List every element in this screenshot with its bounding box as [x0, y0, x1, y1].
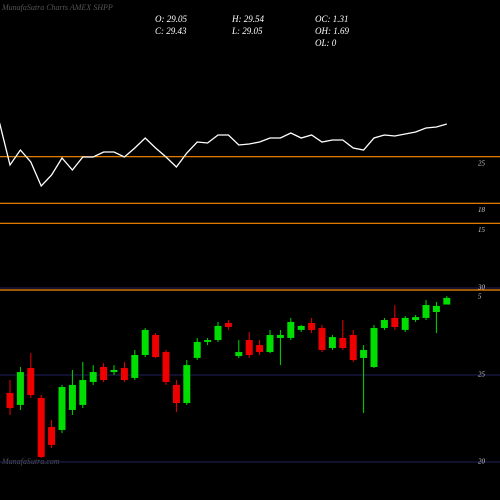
y-tick-label: 20 [478, 458, 486, 466]
candle-body [48, 427, 56, 445]
y-tick-label: 18 [478, 206, 486, 214]
candle-body [27, 368, 35, 396]
y-tick-label: 25 [478, 159, 486, 167]
candle-body [360, 349, 368, 358]
candle-body [79, 380, 87, 405]
candle-body [328, 337, 336, 349]
candle-body [224, 322, 232, 327]
candle-body [349, 334, 357, 361]
candle-body [432, 305, 440, 313]
candle-body [162, 352, 170, 382]
watermark: MunafaSutra.com [1, 457, 60, 466]
candle-body [235, 352, 243, 357]
candle-body [152, 334, 160, 358]
candle-body [214, 325, 222, 341]
candle-body [100, 366, 108, 381]
candle-body [245, 340, 253, 355]
candle-body [297, 325, 305, 330]
stat: OL: 0 [315, 38, 337, 48]
stat: OH: 1.69 [315, 26, 349, 36]
candle-body [37, 397, 45, 457]
candle-body [172, 384, 180, 404]
stat: OC: 1.31 [315, 14, 349, 24]
candle-body [318, 328, 326, 350]
candle-body [89, 372, 97, 382]
stat: L: 29.05 [231, 26, 263, 36]
candle-body [401, 317, 409, 330]
candle-body [16, 372, 24, 405]
candle-body [443, 297, 451, 305]
chart-title: MunafaSutra Charts AMEX SHPP [1, 3, 113, 12]
indicator-line [0, 122, 447, 188]
candle-body [120, 368, 128, 381]
candle-body [339, 337, 347, 349]
y-tick-label: 5 [478, 293, 482, 301]
stat: H: 29.54 [231, 14, 264, 24]
candle-body [6, 392, 14, 409]
candle-body [287, 321, 295, 338]
candle-body [204, 340, 212, 342]
candle-body [370, 328, 378, 367]
candle-body [256, 345, 264, 353]
y-tick-label: 25 [478, 371, 486, 379]
stat: C: 29.43 [155, 26, 187, 36]
candle-body [141, 329, 149, 355]
candle-body [68, 384, 76, 410]
candle-body [193, 341, 201, 358]
candle-body [58, 387, 66, 430]
candle-body [422, 305, 430, 318]
stat: O: 29.05 [155, 14, 187, 24]
candle-body [380, 320, 388, 329]
candle-body [276, 334, 284, 338]
candle-body [308, 322, 316, 330]
y-tick-label: 30 [477, 284, 486, 292]
candle-body [266, 334, 274, 353]
candle-body [131, 354, 139, 378]
candle-body [412, 317, 420, 321]
candle-body [391, 317, 399, 327]
y-tick-label: 15 [478, 226, 486, 234]
candle-body [183, 365, 191, 404]
candle-body [110, 369, 118, 373]
